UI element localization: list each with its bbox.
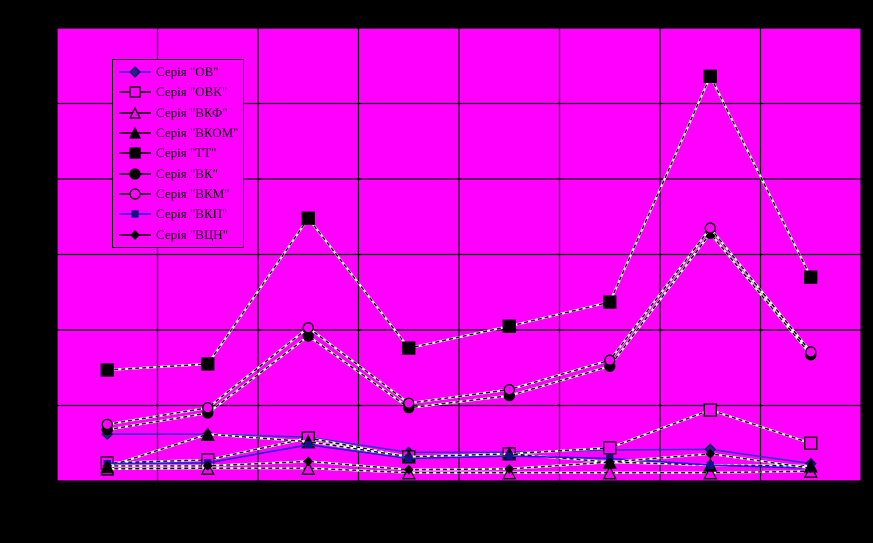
- legend-circle-marker-icon: [119, 168, 151, 180]
- square-open-marker-icon: [804, 436, 818, 450]
- circle-open-marker-icon: [503, 383, 515, 396]
- legend-item: Серія "ВКП": [118, 205, 243, 224]
- triangle-open-marker-icon: [703, 465, 718, 480]
- square-marker-icon: [703, 69, 717, 83]
- diamond-marker-icon: [604, 457, 615, 468]
- square-marker-icon: [201, 357, 215, 371]
- legend-item: Серія "ВЦН": [118, 225, 243, 244]
- legend-label: Серія "ОВК": [156, 84, 228, 100]
- square-marker-icon: [301, 211, 315, 225]
- diamond-marker-icon: [102, 460, 113, 471]
- series-line: [107, 409, 812, 464]
- circle-open-marker-icon: [202, 402, 214, 414]
- legend-item: Серія "ВК": [118, 164, 243, 183]
- square-marker-icon: [402, 341, 416, 355]
- legend-label: Серія "ТТ": [156, 145, 217, 161]
- legend-label: Серія "ВКОМ": [156, 125, 239, 141]
- square-marker-icon: [304, 441, 312, 449]
- legend-label: Серія "ОВ": [156, 64, 219, 80]
- legend-label: Серія "ВКП": [156, 206, 228, 222]
- circle-open-marker-icon: [302, 322, 314, 334]
- series-line: [107, 443, 811, 469]
- series-line: [107, 433, 811, 468]
- square-marker-icon: [502, 319, 516, 333]
- legend-diamond-marker-icon: [119, 229, 151, 240]
- diamond-marker-icon: [805, 463, 816, 474]
- legend-label: Серія "ВКМ": [156, 186, 230, 202]
- series-7: [101, 222, 817, 431]
- series-line: [107, 226, 812, 426]
- series-line: [107, 453, 811, 471]
- diamond-marker-icon: [403, 464, 414, 475]
- gridlines: [57, 28, 861, 481]
- series-line: [107, 74, 812, 371]
- square-marker-icon: [804, 270, 818, 284]
- legend-square-marker-icon: [119, 210, 151, 219]
- legend-label: Серія "ВК": [156, 165, 218, 181]
- legend-item: Серія "ОВ": [118, 63, 243, 82]
- square-marker-icon: [706, 461, 714, 469]
- circle-open-marker-icon: [704, 222, 716, 234]
- diamond-marker-icon: [303, 456, 314, 467]
- square-marker-icon: [405, 454, 413, 463]
- series-9: [102, 448, 816, 475]
- square-marker-icon: [505, 452, 513, 460]
- square-open-marker-icon: [703, 403, 717, 417]
- series-line: [107, 467, 811, 474]
- circle-open-marker-icon: [604, 354, 616, 366]
- legend-square-marker-icon: [119, 147, 151, 160]
- legend-item: Серія "ОВК": [118, 83, 243, 102]
- legend-triangle-open-marker-icon: [119, 106, 151, 119]
- diamond-marker-icon: [705, 448, 716, 459]
- square-marker-icon: [100, 363, 114, 377]
- legend-label: Серія "ВЦН": [156, 226, 229, 242]
- square-open-marker-icon: [603, 441, 617, 455]
- legend-triangle-marker-icon: [119, 126, 151, 139]
- legend-item: Серія "ВКОМ": [118, 124, 243, 143]
- legend-circle-open-marker-icon: [119, 188, 151, 200]
- triangle-open-marker-icon: [301, 460, 316, 475]
- circle-open-marker-icon: [101, 418, 113, 431]
- square-marker-icon: [603, 295, 617, 309]
- diamond-marker-icon: [504, 464, 515, 474]
- triangle-marker-icon: [200, 426, 215, 441]
- series-5: [100, 69, 818, 377]
- series-line: [107, 232, 812, 431]
- circle-open-marker-icon: [805, 346, 817, 358]
- legend: Серія "ОВ" Серія "ОВК" Серія "ВКФ" Серія "В…: [112, 59, 244, 248]
- legend-item: Серія "ВКМ": [118, 185, 243, 204]
- triangle-open-marker-icon: [602, 465, 617, 480]
- circle-open-marker-icon: [403, 397, 415, 409]
- legend-item: Серія "ВКФ": [118, 103, 243, 122]
- legend-label: Серія "ВКФ": [156, 104, 228, 120]
- diamond-marker-icon: [202, 460, 213, 471]
- legend-diamond-marker-icon: [119, 66, 151, 79]
- legend-square-open-marker-icon: [119, 86, 151, 99]
- legend-item: Серія "ТТ": [118, 144, 243, 163]
